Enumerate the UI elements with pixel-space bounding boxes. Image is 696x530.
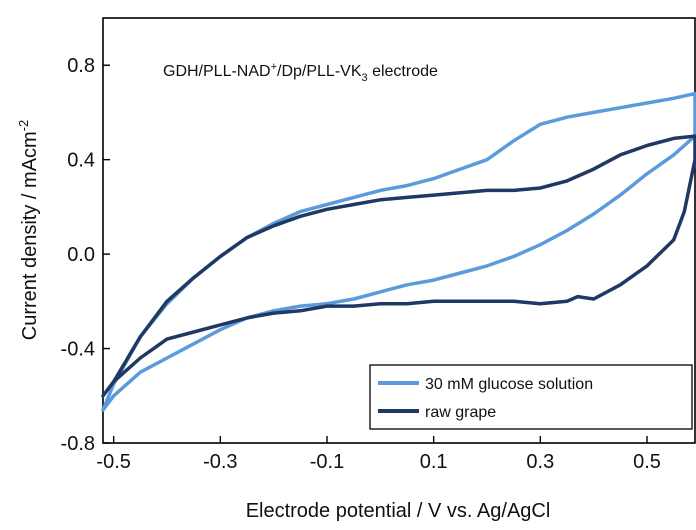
y-tick-label: -0.4 bbox=[61, 339, 95, 361]
x-axis-ticks: -0.5 -0.3 -0.1 0.1 0.3 0.5 bbox=[96, 436, 661, 473]
x-tick-label: 0.5 bbox=[633, 451, 661, 473]
x-axis-label: Electrode potential / V vs. Ag/AgCl bbox=[246, 500, 551, 522]
y-tick-label: -0.8 bbox=[61, 433, 95, 455]
y-tick-label: 0.8 bbox=[67, 55, 95, 77]
y-axis-ticks: -0.8 -0.4 0.0 0.4 0.8 bbox=[61, 55, 110, 455]
legend-label-grape: raw grape bbox=[425, 404, 496, 421]
y-tick-label: 0.4 bbox=[67, 150, 95, 172]
y-tick-label: 0.0 bbox=[67, 244, 95, 266]
x-tick-label: -0.5 bbox=[96, 451, 130, 473]
series-line-1 bbox=[101, 134, 696, 398]
x-tick-label: 0.3 bbox=[526, 451, 554, 473]
y-axis-label: Current density / mAcm-2 bbox=[16, 120, 41, 341]
x-tick-label: -0.3 bbox=[203, 451, 237, 473]
series-line-0 bbox=[101, 91, 696, 412]
legend: 30 mM glucose solution raw grape bbox=[369, 364, 693, 430]
legend-box bbox=[369, 364, 693, 430]
legend-label-glucose: 30 mM glucose solution bbox=[425, 376, 593, 393]
series-lines bbox=[101, 91, 696, 412]
annotation-label: GDH/PLL-NAD+/Dp/PLL-VK3 electrode bbox=[163, 61, 438, 84]
x-tick-label: 0.1 bbox=[420, 451, 448, 473]
plot-frame bbox=[102, 17, 696, 444]
x-tick-label: -0.1 bbox=[310, 451, 344, 473]
